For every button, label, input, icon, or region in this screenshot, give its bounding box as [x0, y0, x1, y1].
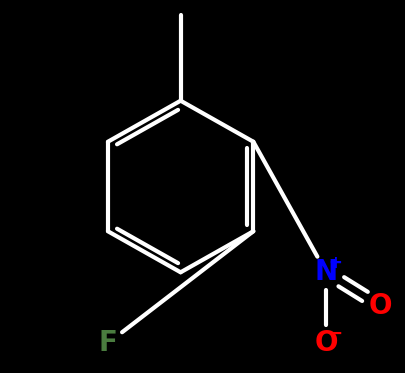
Text: +: + — [328, 254, 341, 272]
Text: N: N — [314, 258, 337, 286]
Text: −: − — [326, 325, 343, 343]
Text: O: O — [367, 292, 391, 320]
Text: F: F — [98, 329, 117, 357]
Text: O: O — [313, 329, 337, 357]
